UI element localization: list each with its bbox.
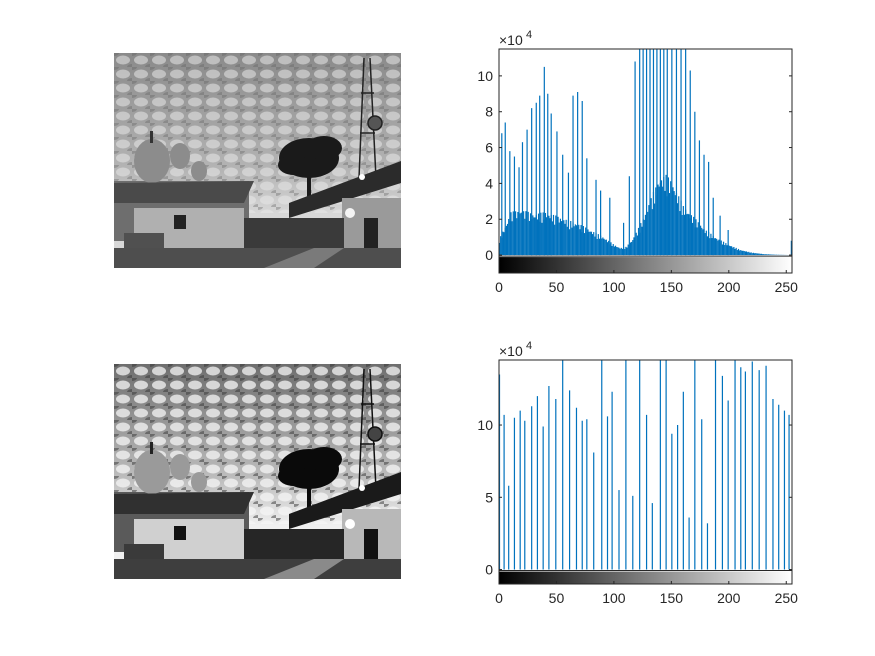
histogram-original: 0 2 4 6 8 10 0 50 100 150 200 250 ×10 4 [477,29,798,295]
photo-canvas-equalized [114,364,401,579]
y-tick-label: 5 [485,489,493,505]
grayscale-photo-original [114,53,401,268]
axes-box [498,48,793,274]
gray-colorbar [499,571,792,584]
tree [278,136,342,208]
y-exponent: ×10 4 [499,340,532,359]
grayscale-photo-equalized [114,364,401,579]
axes-box [498,359,793,585]
x-tick-label: 100 [602,279,626,295]
histogram-axes [498,48,793,274]
mosque [114,442,254,562]
y-tick-labels: 0 2 4 6 8 10 [477,68,792,263]
x-tick-label: 150 [660,590,684,606]
ground [114,248,401,268]
histogram-bars [498,360,790,570]
y-tick-label: 10 [477,68,493,84]
y-tick-labels: 0 5 10 [477,417,792,578]
antenna-tower [358,368,383,490]
background-trees [244,218,344,248]
y-tick-label: 6 [485,140,493,156]
x-tick-labels: 0 50 100 150 200 250 [495,581,798,606]
ground [114,559,401,579]
antenna-tower [358,57,383,179]
x-tick-label: 100 [602,590,626,606]
y-exponent: ×10 4 [499,29,532,48]
y-tick-label: 8 [485,104,493,120]
histogram-bars [498,49,792,256]
histogram-axes [498,359,793,585]
x-tick-label: 0 [495,590,503,606]
y-exponent-base: ×10 [499,32,523,48]
colorbar-gradient [499,571,792,584]
x-tick-labels: 0 50 100 150 200 250 [495,270,798,295]
y-tick-label: 0 [485,247,493,263]
y-tick-label: 2 [485,211,493,227]
x-tick-label: 250 [775,590,799,606]
histogram-equalized: 0 5 10 0 50 100 150 200 250 ×10 4 [477,340,798,606]
mosque [114,131,254,251]
x-tick-label: 50 [549,590,565,606]
background-trees [244,529,344,559]
y-tick-label: 4 [485,175,493,191]
y-exponent-power: 4 [526,29,532,41]
y-tick-label: 10 [477,417,493,433]
photo-canvas-original [114,53,401,268]
x-tick-label: 250 [775,279,799,295]
y-exponent-power: 4 [526,340,532,352]
gray-colorbar [499,257,792,273]
x-tick-label: 50 [549,279,565,295]
y-exponent-base: ×10 [499,343,523,359]
x-tick-label: 0 [495,279,503,295]
y-tick-label: 0 [485,562,493,578]
x-tick-label: 200 [717,279,741,295]
x-tick-label: 150 [660,279,684,295]
tree [278,447,342,519]
colorbar-gradient [499,257,792,273]
x-tick-label: 200 [717,590,741,606]
